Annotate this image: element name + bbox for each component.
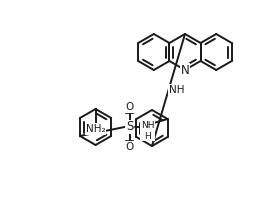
Text: NH
H: NH H	[141, 121, 154, 141]
Text: NH₂: NH₂	[86, 124, 105, 134]
Text: N: N	[181, 63, 189, 76]
Text: O: O	[126, 142, 134, 152]
Text: S: S	[126, 121, 133, 133]
Text: O: O	[126, 102, 134, 112]
Text: NH: NH	[169, 85, 184, 95]
